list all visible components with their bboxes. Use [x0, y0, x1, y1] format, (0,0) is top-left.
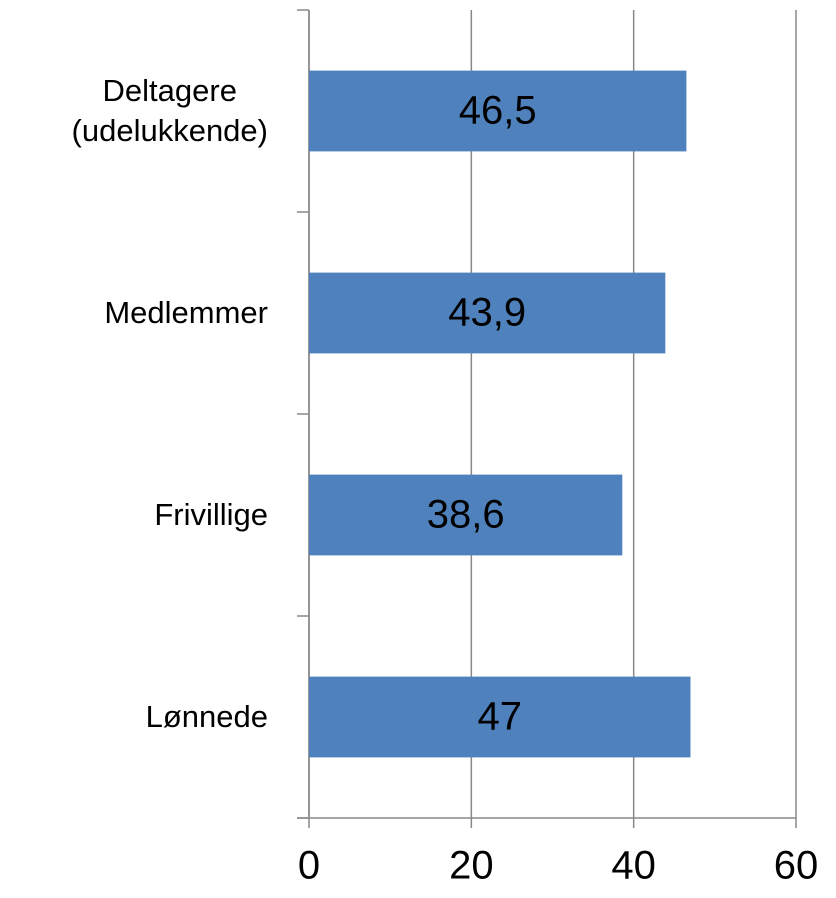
y-tick-label: Deltagere (udelukkende) [71, 73, 268, 148]
y-tick-label: Lønnede [145, 699, 268, 734]
x-tick-label: 60 [774, 844, 819, 888]
y-tick-label: Medlemmer [104, 295, 268, 330]
x-tick-label: 20 [449, 844, 494, 888]
data-label: 38,6 [427, 493, 505, 537]
bar [309, 272, 666, 354]
bar [309, 474, 623, 556]
bar [309, 70, 687, 152]
x-tick-label: 0 [298, 844, 320, 888]
x-tick-label: 40 [611, 844, 656, 888]
data-label: 46,5 [459, 89, 537, 133]
data-label: 47 [477, 695, 522, 739]
bar [309, 676, 691, 758]
data-label: 43,9 [448, 291, 526, 335]
y-tick-label: Frivillige [154, 497, 268, 532]
